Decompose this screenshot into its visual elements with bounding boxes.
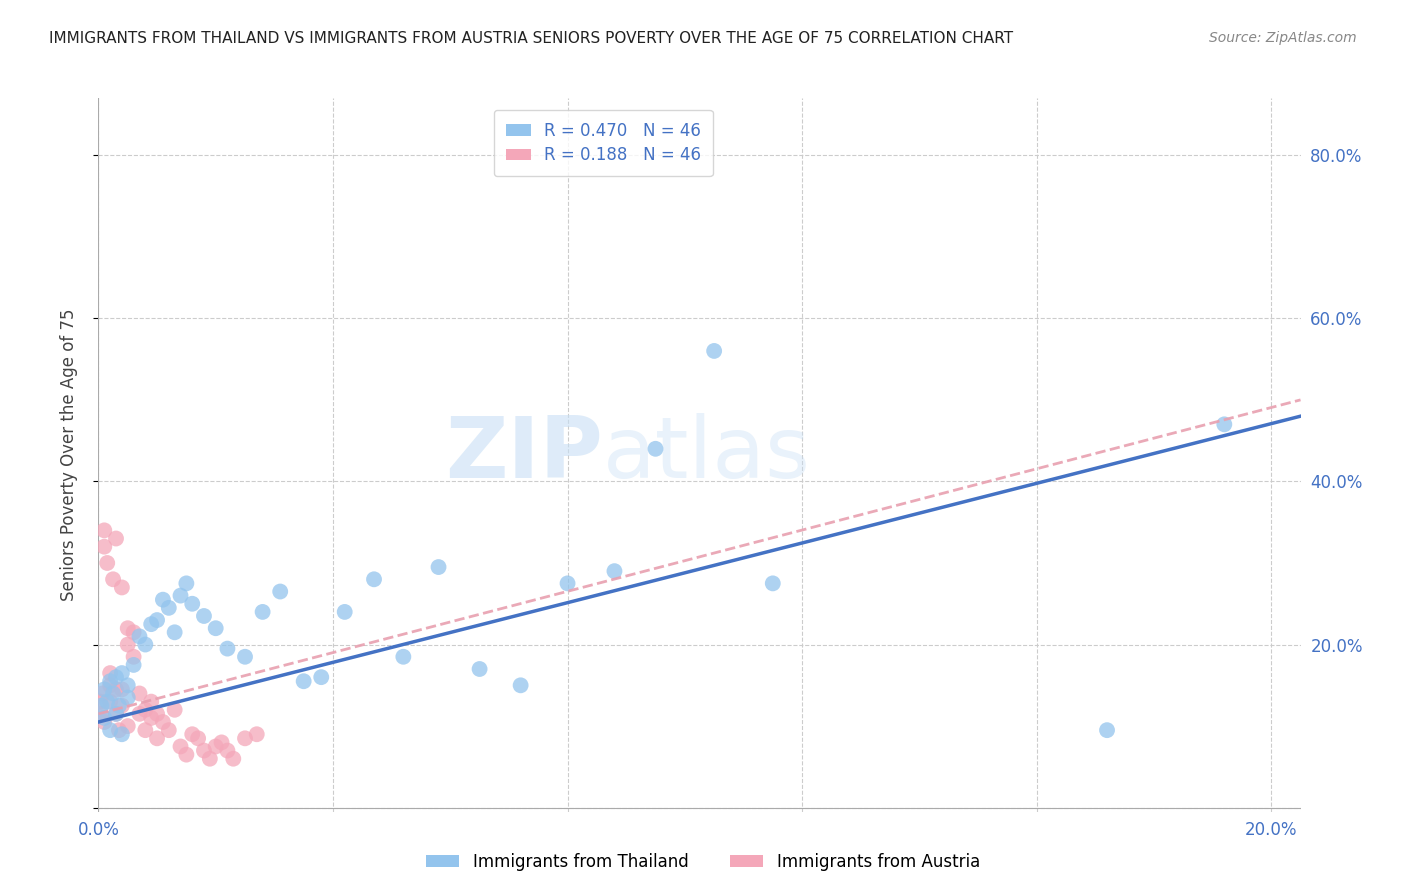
Point — [141, 617, 163, 632]
Point — [181, 727, 204, 741]
Point — [427, 560, 450, 574]
Point — [93, 714, 115, 729]
Point — [246, 727, 269, 741]
Point — [93, 682, 115, 697]
Point — [252, 605, 274, 619]
Point — [176, 576, 198, 591]
Point — [222, 752, 245, 766]
Point — [128, 706, 150, 721]
Point — [644, 442, 666, 456]
Point — [98, 666, 121, 681]
Point — [111, 666, 134, 681]
Point — [122, 649, 145, 664]
Point — [198, 752, 221, 766]
Y-axis label: Seniors Poverty Over the Age of 75: Seniors Poverty Over the Age of 75 — [59, 309, 77, 601]
Point — [96, 695, 118, 709]
Point — [96, 556, 118, 570]
Point — [204, 621, 226, 635]
Point — [141, 695, 163, 709]
Point — [98, 695, 121, 709]
Point — [108, 723, 131, 738]
Point — [111, 682, 134, 697]
Point — [468, 662, 491, 676]
Text: atlas: atlas — [603, 413, 811, 497]
Point — [101, 686, 124, 700]
Point — [152, 592, 174, 607]
Point — [703, 343, 725, 358]
Point — [117, 678, 139, 692]
Point — [91, 686, 114, 700]
Point — [111, 698, 134, 713]
Point — [1095, 723, 1118, 738]
Point — [90, 698, 112, 713]
Point — [1213, 417, 1236, 432]
Point — [187, 731, 209, 746]
Point — [98, 723, 121, 738]
Point — [122, 657, 145, 672]
Point — [163, 625, 186, 640]
Point — [176, 747, 198, 762]
Point — [217, 743, 239, 757]
Point — [211, 735, 233, 749]
Point — [392, 649, 415, 664]
Point — [509, 678, 531, 692]
Point — [163, 703, 186, 717]
Point — [89, 695, 111, 709]
Point — [105, 670, 128, 684]
Point — [292, 674, 315, 689]
Point — [90, 706, 112, 721]
Point — [111, 727, 134, 741]
Point — [134, 723, 156, 738]
Point — [169, 589, 191, 603]
Point — [309, 670, 332, 684]
Point — [117, 690, 139, 705]
Point — [117, 719, 139, 733]
Point — [105, 706, 128, 721]
Point — [762, 576, 785, 591]
Point — [93, 711, 115, 725]
Legend: Immigrants from Thailand, Immigrants from Austria: Immigrants from Thailand, Immigrants fro… — [418, 845, 988, 880]
Point — [128, 686, 150, 700]
Point — [157, 723, 180, 738]
Point — [108, 698, 131, 713]
Point — [146, 613, 169, 627]
Point — [111, 581, 134, 595]
Point — [105, 532, 128, 546]
Point — [93, 524, 115, 538]
Point — [134, 638, 156, 652]
Point — [117, 638, 139, 652]
Point — [117, 621, 139, 635]
Point — [134, 703, 156, 717]
Text: ZIP: ZIP — [446, 413, 603, 497]
Point — [193, 743, 215, 757]
Point — [105, 706, 128, 721]
Text: IMMIGRANTS FROM THAILAND VS IMMIGRANTS FROM AUSTRIA SENIORS POVERTY OVER THE AGE: IMMIGRANTS FROM THAILAND VS IMMIGRANTS F… — [49, 31, 1014, 46]
Point — [93, 540, 115, 554]
Point — [98, 678, 121, 692]
Point — [152, 714, 174, 729]
Point — [128, 629, 150, 643]
Point — [233, 649, 256, 664]
Point — [233, 731, 256, 746]
Point — [603, 564, 626, 578]
Point — [269, 584, 291, 599]
Text: Source: ZipAtlas.com: Source: ZipAtlas.com — [1209, 31, 1357, 45]
Point — [557, 576, 579, 591]
Point — [122, 625, 145, 640]
Point — [101, 572, 124, 586]
Point — [105, 682, 128, 697]
Point — [181, 597, 204, 611]
Point — [146, 706, 169, 721]
Point — [333, 605, 356, 619]
Point — [169, 739, 191, 754]
Point — [217, 641, 239, 656]
Point — [363, 572, 385, 586]
Point — [204, 739, 226, 754]
Legend: R = 0.470   N = 46, R = 0.188   N = 46: R = 0.470 N = 46, R = 0.188 N = 46 — [494, 110, 713, 176]
Point — [193, 609, 215, 624]
Point — [141, 711, 163, 725]
Point — [146, 731, 169, 746]
Point — [157, 600, 180, 615]
Point — [98, 674, 121, 689]
